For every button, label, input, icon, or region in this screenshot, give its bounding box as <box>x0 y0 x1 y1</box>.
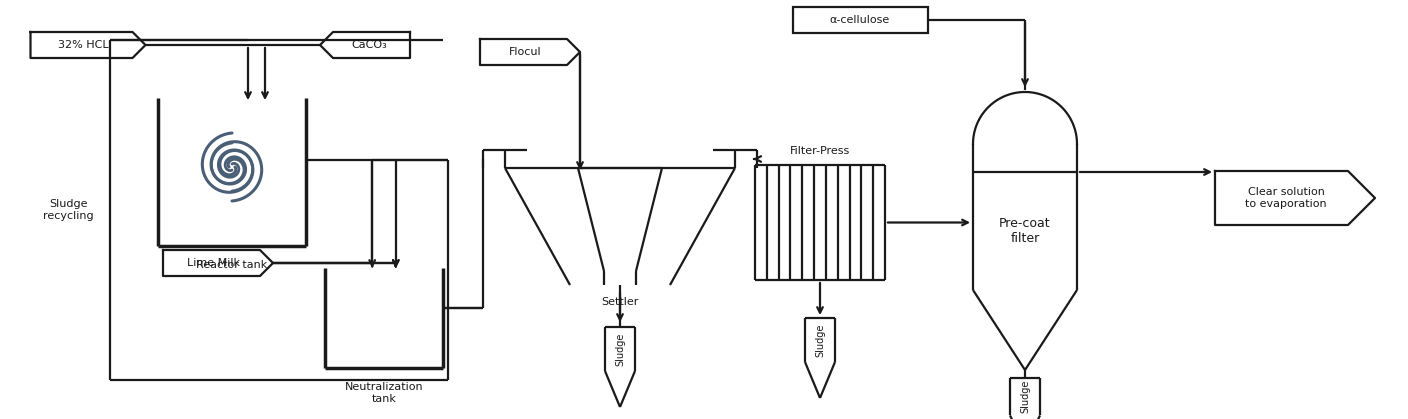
Bar <box>793 7 928 33</box>
Text: Flocul: Flocul <box>510 47 542 57</box>
Text: Neutralization
tank: Neutralization tank <box>345 382 424 403</box>
Text: Sludge
recycling: Sludge recycling <box>42 199 93 221</box>
Text: Reactor tank: Reactor tank <box>196 260 268 270</box>
Text: Sludge: Sludge <box>615 332 625 366</box>
Text: α-cellulose: α-cellulose <box>829 15 890 25</box>
Text: Sludge: Sludge <box>815 323 825 357</box>
Text: Clear solution
to evaporation: Clear solution to evaporation <box>1245 187 1326 209</box>
Text: Pre-coat
filter: Pre-coat filter <box>1000 217 1050 245</box>
Text: CaCO₃: CaCO₃ <box>352 40 387 50</box>
Text: Settler: Settler <box>601 297 639 307</box>
Text: 32% HCL: 32% HCL <box>58 40 108 50</box>
Text: Filter-Press: Filter-Press <box>790 146 850 156</box>
Text: Lime Milk: Lime Milk <box>187 258 241 268</box>
Text: Sludge: Sludge <box>1019 380 1031 414</box>
